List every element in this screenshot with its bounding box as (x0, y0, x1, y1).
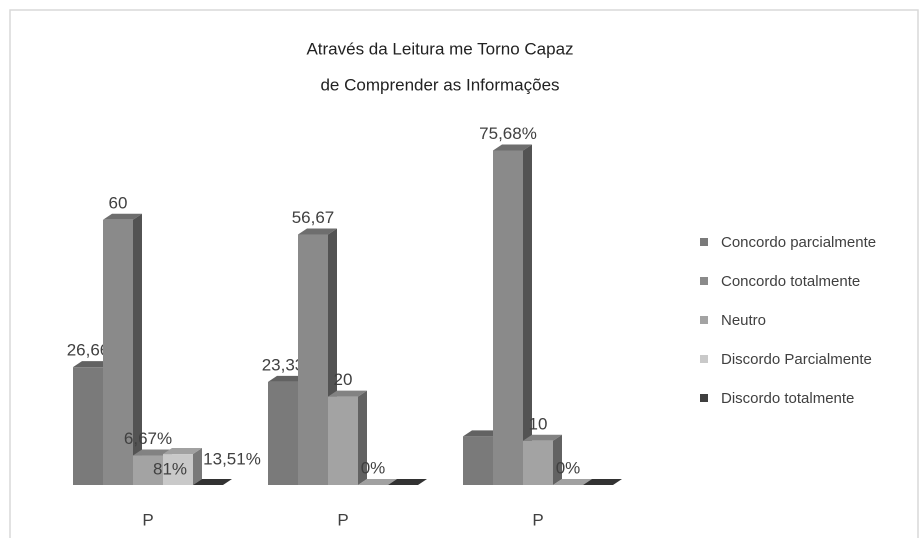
data-label: 23,33 (262, 355, 305, 374)
x-tick-label: P (532, 510, 543, 529)
bar-top (73, 361, 112, 368)
bar (73, 367, 103, 485)
data-label: 56,67 (292, 208, 335, 227)
legend-marker (700, 277, 708, 285)
bar (493, 150, 523, 486)
bar-top (463, 430, 502, 437)
legend-label: Neutro (721, 312, 766, 329)
bar (298, 234, 328, 485)
data-label: 20 (334, 370, 353, 389)
bar (523, 440, 553, 485)
bar-top (133, 449, 172, 456)
bar-top (163, 448, 202, 455)
x-tick-label: P (337, 510, 348, 529)
bar (103, 219, 133, 486)
data-label: 0% (361, 458, 386, 477)
bar (328, 396, 358, 485)
bar-side (523, 144, 532, 486)
legend-marker (700, 394, 708, 402)
bar-side (133, 213, 142, 486)
chart-title: de Comprender as Informações (320, 75, 559, 94)
annotation: 13,51% (203, 449, 261, 468)
bar (163, 454, 193, 485)
bar-top (328, 390, 367, 397)
legend-label: Discordo totalmente (721, 390, 854, 407)
bar (268, 381, 298, 485)
legend-marker (700, 355, 708, 363)
bar-side (553, 434, 562, 485)
annotation: 81% (153, 459, 187, 478)
data-label: 26,66 (67, 341, 110, 360)
bar-top (298, 228, 337, 235)
bar-top (493, 144, 532, 151)
chart-border (9, 9, 919, 538)
data-label: 6,67% (124, 429, 172, 448)
bar-top (193, 479, 232, 485)
bar-top (103, 213, 142, 220)
bar-top (268, 375, 307, 382)
bar-top (388, 479, 427, 485)
data-label: 60 (109, 193, 128, 212)
bar (463, 436, 493, 485)
legend-marker (700, 316, 708, 324)
bar (133, 455, 163, 485)
legend-label: Concordo totalmente (721, 273, 860, 290)
x-tick-label: P (142, 510, 153, 529)
bar-side (358, 390, 367, 485)
data-label: 0% (556, 458, 581, 477)
legend-label: Discordo Parcialmente (721, 351, 872, 368)
data-label: 75,68% (479, 124, 537, 143)
bar-top (523, 434, 562, 441)
bar-side (193, 448, 202, 485)
data-label: 10 (529, 414, 548, 433)
bar-top (553, 479, 592, 485)
bar-top (358, 479, 397, 485)
chart-title: Através da Leitura me Torno Capaz (306, 39, 573, 58)
legend-marker (700, 238, 708, 246)
bar-top (583, 479, 622, 485)
legend-label: Concordo parcialmente (721, 234, 876, 251)
